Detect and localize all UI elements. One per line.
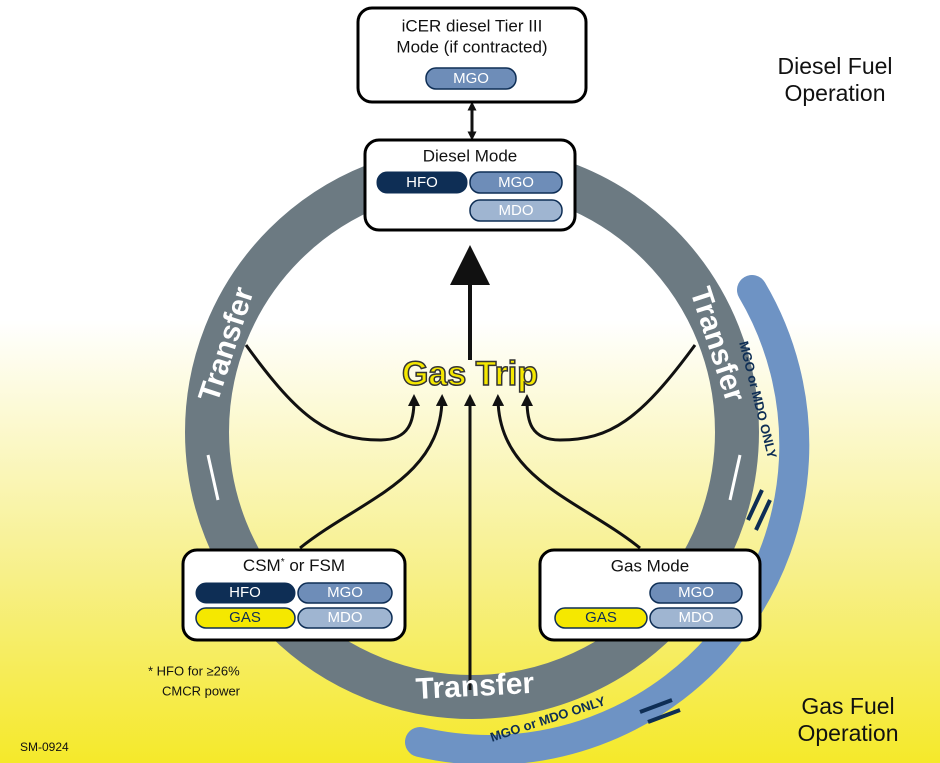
arrow (244, 344, 420, 442)
fuel-pill (554, 607, 648, 629)
region-label: Operation (797, 720, 898, 746)
fuel-pill (469, 171, 563, 194)
box-title: Mode (if contracted) (396, 37, 547, 56)
fuel-label: MDO (499, 202, 534, 219)
fuel-label: HFO (406, 174, 438, 191)
footnote: * HFO for ≥26% (148, 663, 240, 678)
arrow (521, 344, 697, 442)
fuel-label: MGO (678, 584, 714, 601)
ring-arrow (746, 489, 772, 531)
fuel-pill (649, 582, 743, 604)
fuel-pill (469, 199, 563, 222)
ring-arrow (206, 454, 220, 501)
box-title: iCER diesel Tier III (402, 16, 543, 35)
fuel-pill (297, 607, 393, 629)
fuel-pill (425, 67, 517, 90)
box-title: Diesel Mode (423, 146, 518, 165)
arrow (492, 394, 641, 550)
fuel-pill (297, 582, 393, 604)
fuel-label: MDO (328, 609, 363, 626)
mode-box (356, 6, 588, 104)
title-part: * (281, 557, 285, 568)
box-title: Gas Mode (611, 556, 689, 575)
figure-id: SM-0924 (20, 740, 69, 754)
fuel-label: HFO (229, 584, 261, 601)
transfer-label: Transfer (415, 667, 535, 706)
fuel-label: GAS (585, 609, 617, 626)
title-part: or FSM (285, 556, 345, 575)
fuel-label: MGO (453, 70, 489, 87)
fuel-label: GAS (229, 609, 261, 626)
title-part: CSM (243, 556, 281, 575)
arrow (299, 394, 448, 550)
box-title: CSM* or FSM (243, 556, 345, 575)
region-label: Gas Fuel (801, 693, 894, 719)
fuel-pill (649, 607, 743, 629)
fuel-label: MGO (498, 174, 534, 191)
center-label: Gas Trip (402, 355, 538, 393)
region-label: Operation (784, 80, 885, 106)
arrowhead (450, 245, 490, 285)
footnote: CMCR power (162, 683, 241, 698)
fuel-label: MDO (679, 609, 714, 626)
ring-arrow (639, 698, 681, 724)
fuel-pill (376, 171, 468, 194)
ring-arrow (728, 454, 742, 501)
region-label: Diesel Fuel (777, 53, 892, 79)
fuel-pill (195, 607, 296, 629)
fuel-label: MGO (327, 584, 363, 601)
fuel-pill (195, 582, 296, 604)
